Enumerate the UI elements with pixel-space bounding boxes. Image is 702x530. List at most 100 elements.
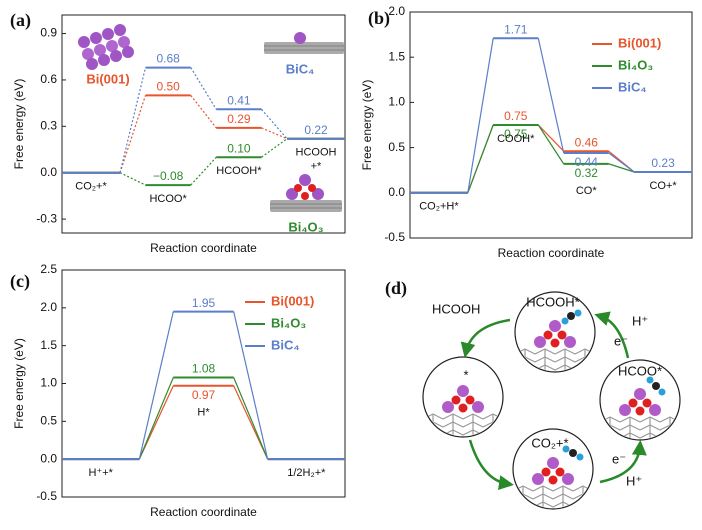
connector [119, 95, 147, 173]
product-label: HCOOH [432, 301, 480, 316]
reagent-label: e⁻ [614, 333, 628, 348]
connector [233, 311, 269, 460]
reagent-label: e⁻ [612, 451, 626, 466]
value-label: 0.97 [192, 388, 216, 402]
state-label: HCOOH* [526, 294, 579, 309]
legend-label: BiC₄ [618, 79, 647, 94]
x-category-label: CO₂+* [75, 181, 107, 193]
state-circle [599, 359, 681, 441]
connector [608, 163, 635, 173]
value-label: 0.22 [304, 123, 328, 137]
value-label: 1.08 [192, 362, 216, 376]
y-tick-label: 0.5 [40, 414, 57, 428]
panel-label: (a) [10, 10, 31, 31]
x-axis-label: Reaction coordinate [498, 246, 605, 260]
value-label: 0.68 [156, 52, 180, 66]
y-tick-label: 0.6 [40, 72, 57, 86]
arrow [468, 439, 514, 491]
y-tick-label: 2.0 [388, 4, 405, 18]
x-category-label: H⁺+* [88, 467, 113, 479]
y-tick-label: -0.5 [36, 489, 57, 503]
connector [608, 152, 635, 173]
y-tick-label: 1.5 [40, 338, 57, 352]
y-tick-label: 1.0 [388, 95, 405, 109]
value-label: 0.46 [575, 135, 599, 149]
arrow [460, 318, 511, 358]
y-tick-label: 1.5 [388, 49, 405, 63]
connector [261, 127, 288, 140]
y-tick-label: 0.5 [388, 140, 405, 154]
structure-bi4o3 [270, 174, 342, 212]
x-axis-label: Reaction coordinate [150, 505, 257, 519]
plot-frame [61, 14, 346, 234]
y-tick-label: 2.0 [40, 300, 57, 314]
legend-label: Bi₄O₃ [618, 57, 653, 72]
value-label: 0.75 [504, 109, 528, 123]
legend-label: Bi₄O₃ [271, 315, 306, 330]
connector [119, 172, 146, 186]
value-label: 0.32 [575, 166, 599, 180]
x-category-label: CO* [576, 185, 598, 197]
connector [261, 138, 288, 158]
legend-label: BiC₄ [286, 61, 315, 76]
y-tick-label: -0.5 [384, 230, 405, 244]
connector [537, 124, 565, 152]
state-circle [512, 428, 594, 510]
legend-label: Bi₄O₃ [288, 219, 323, 234]
y-tick-label: 0.3 [40, 118, 57, 132]
connector [190, 95, 217, 129]
arrow [599, 440, 647, 484]
y-tick-label: 0.9 [40, 26, 57, 40]
state-label: * [463, 367, 468, 382]
value-label: 0.23 [651, 156, 675, 170]
connector [537, 124, 565, 165]
connector [261, 108, 288, 140]
panel-label: (b) [368, 8, 390, 29]
panel-label: (c) [10, 271, 30, 292]
x-axis-label: Reaction coordinate [150, 241, 257, 255]
y-tick-label: 0.0 [40, 165, 57, 179]
structure-bi001 [78, 24, 134, 70]
legend-label: Bi(001) [86, 71, 129, 86]
plot-frame [409, 11, 693, 239]
value-label: 0.44 [575, 155, 599, 169]
cycle-diagram: (d) HCOOH HCOOH* HCOO* CO₂+* * H⁺ e⁻ e⁻ … [385, 278, 681, 510]
x-category-label: COOH* [497, 133, 535, 145]
x-category-label: 1/2H₂+* [287, 467, 326, 479]
x-category-label: H* [197, 407, 210, 419]
y-tick-label: -0.3 [36, 211, 57, 225]
value-label: 1.95 [192, 296, 216, 310]
connector [190, 156, 217, 186]
x-category-label: HCOOH +* [296, 147, 337, 173]
legend-label: Bi(001) [271, 293, 314, 308]
value-label: 0.29 [227, 112, 251, 126]
x-category-label: HCOO* [149, 193, 187, 205]
x-category-label: HCOOH* [216, 165, 262, 177]
y-axis-label: Free energy (eV) [12, 338, 26, 429]
y-axis-label: Free energy (eV) [360, 80, 374, 171]
y-tick-label: 0.0 [40, 451, 57, 465]
connector [138, 377, 174, 460]
legend-label: Bi(001) [618, 35, 661, 50]
panel-label: (d) [385, 278, 407, 299]
y-tick-label: 1.0 [40, 376, 57, 390]
connector [467, 124, 494, 194]
legend-label: BiC₄ [271, 337, 300, 352]
x-category-label: CO+* [649, 180, 677, 192]
connector [138, 311, 174, 460]
y-tick-label: 0.0 [388, 185, 405, 199]
value-label: 1.71 [504, 22, 528, 36]
value-label: 0.10 [227, 141, 251, 155]
value-label: 0.75 [504, 127, 528, 141]
state-label: CO₂+* [531, 435, 568, 450]
connector [233, 377, 269, 460]
value-label: −0.08 [153, 169, 184, 183]
structure-bic4 [264, 32, 344, 54]
value-label: 0.50 [156, 80, 180, 94]
state-circle [514, 291, 596, 373]
y-axis-label: Free energy (eV) [12, 79, 26, 170]
arrow [594, 311, 630, 359]
y-tick-label: 2.5 [40, 262, 57, 276]
reagent-label: H⁺ [632, 313, 648, 328]
